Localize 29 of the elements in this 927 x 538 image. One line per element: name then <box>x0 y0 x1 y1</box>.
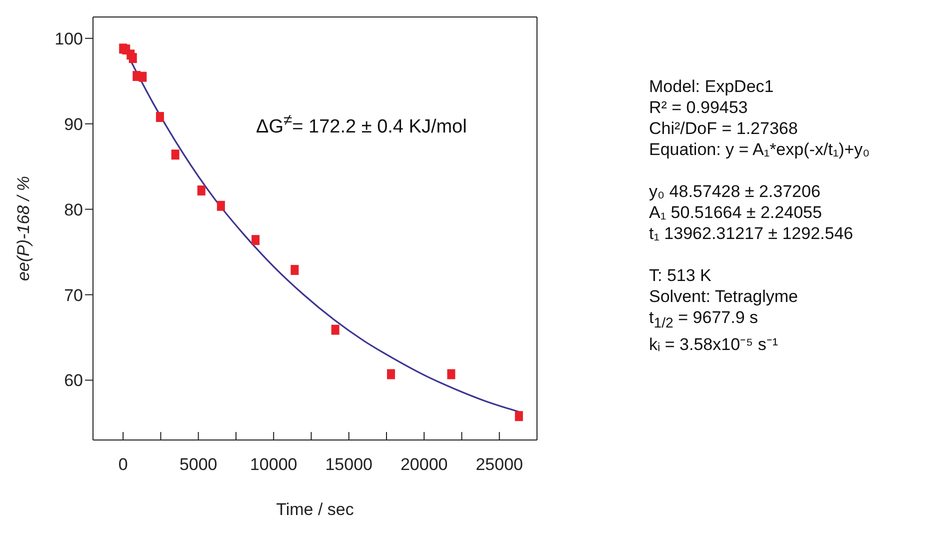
point <box>216 200 225 211</box>
x-tick-label: 10000 <box>250 455 298 474</box>
point <box>156 112 164 122</box>
annotation: ΔG$^{≠}$= 172.2 ± 0.4 KJ/mol <box>256 111 467 138</box>
text: T: 513 K Solvent: Tetraglyme t$_{1/2}$ = 9677.9 s kᵢ = 3.58x10⁻⁵ s⁻¹ <box>649 265 799 356</box>
point <box>514 411 523 422</box>
point <box>331 324 340 335</box>
point <box>252 235 260 246</box>
text: Model: ExpDec1 R² = 0.99453 Chi²/DoF = 1.27368 Equation: y = A₁*exp(-x/t₁)+y₀ <box>649 76 870 160</box>
point <box>128 53 137 64</box>
point <box>197 185 206 196</box>
x-tick-label: 25000 <box>476 455 524 474</box>
y-tick-label: 60 <box>64 371 83 390</box>
x-tick-label: 0 <box>118 455 128 474</box>
y-axis-title: ee(P)-168 / % <box>14 176 34 281</box>
x-tick-label: 20000 <box>400 455 448 474</box>
x-tick-label: 15000 <box>325 455 373 474</box>
point <box>290 264 299 275</box>
point <box>171 150 180 160</box>
point <box>387 369 396 380</box>
x-tick-label: 5000 <box>179 455 218 474</box>
text: y₀ 48.57428 ± 2.37206 A₁ 50.51664 ± 2.24055 t₁ 13962.31217 ± 1292.546 <box>649 181 854 244</box>
y-tick-label: 70 <box>64 286 83 305</box>
x-axis-title: Time / sec <box>276 500 354 519</box>
y-tick-label: 80 <box>64 200 83 220</box>
y-tick-label: 90 <box>64 114 83 134</box>
y-tick-label: 100 <box>54 29 83 48</box>
point <box>138 72 147 82</box>
point <box>447 369 456 380</box>
